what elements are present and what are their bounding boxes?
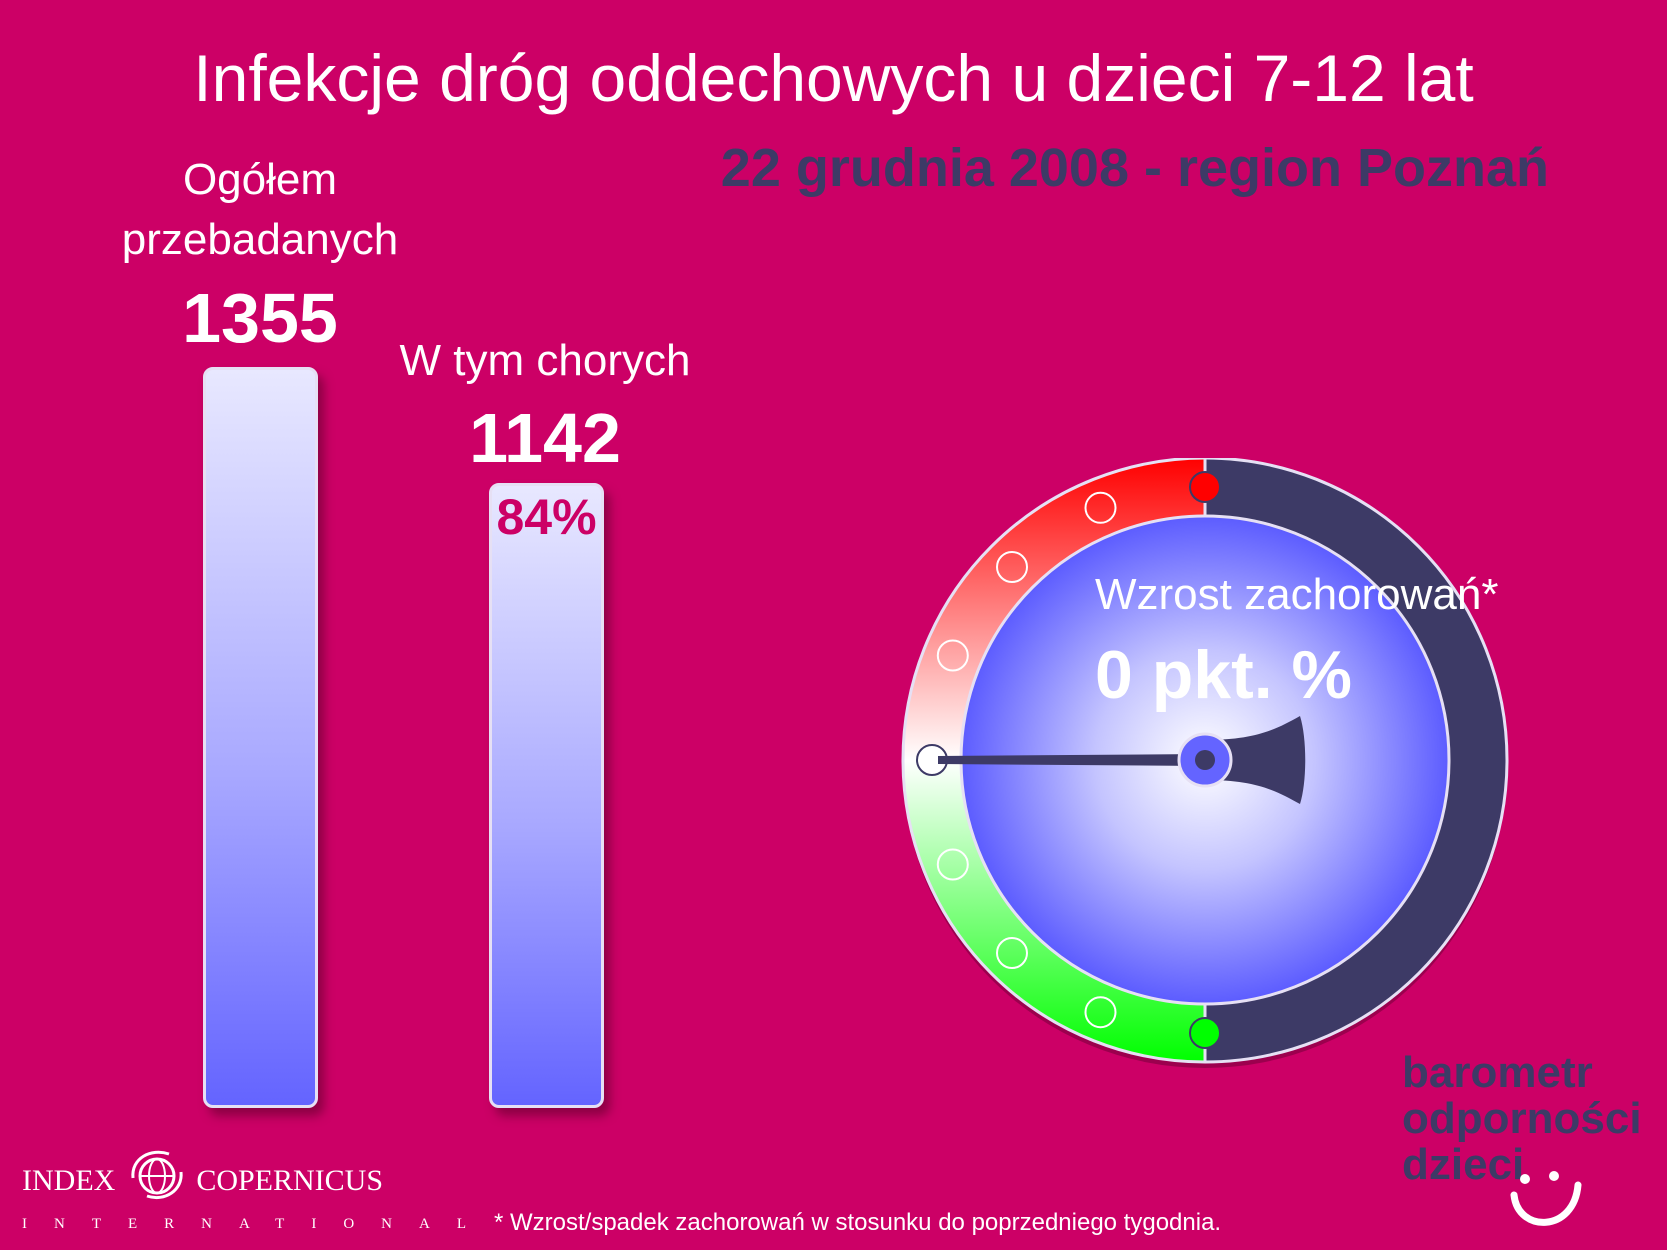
index-copernicus-logo: INDEX COPERNICUS INTERNATIONAL xyxy=(22,1148,493,1233)
gauge-dial xyxy=(901,458,1509,1068)
bar-label-total-line1: Ogółem xyxy=(182,155,338,204)
gauge-rim-dark xyxy=(1205,458,1507,1062)
gauge-tick xyxy=(936,639,969,672)
logo-text-index: INDEX xyxy=(22,1164,116,1197)
brand-line1: barometr xyxy=(1402,1048,1593,1097)
logo-text-international: INTERNATIONAL xyxy=(22,1216,493,1232)
bar-label-total-line2: przebadanych xyxy=(121,215,399,264)
bar-label-sick: W tym chorych xyxy=(399,336,691,385)
gauge-rim-scale xyxy=(903,458,1205,1062)
gauge-tick xyxy=(1189,471,1221,503)
smiley-icon xyxy=(1510,1171,1582,1226)
page-title: Infekcje dróg oddechowych u dzieci 7-12 … xyxy=(193,41,1474,115)
gauge-tick xyxy=(1189,1017,1221,1049)
gauge-tick xyxy=(1084,491,1117,524)
gauge-tick xyxy=(936,848,969,881)
bar-value-sick: 1142 xyxy=(469,399,621,477)
gauge-tick xyxy=(996,551,1028,583)
bar-total xyxy=(203,367,318,1108)
gauge-tick xyxy=(996,937,1028,969)
page-subtitle: 22 grudnia 2008 - region Poznań xyxy=(720,138,1549,198)
gauge-needle xyxy=(938,716,1306,804)
gauge-tick xyxy=(1084,996,1117,1029)
brand-line2: odporności xyxy=(1402,1094,1642,1143)
logo-text-copernicus: COPERNICUS xyxy=(196,1164,384,1197)
footnote: * Wzrost/spadek zachorowań w stosunku do… xyxy=(494,1209,1222,1236)
gauge-value: 0 pkt. % xyxy=(1095,637,1352,713)
bar-value-total: 1355 xyxy=(182,279,338,357)
gauge-hub-dot xyxy=(1195,750,1215,770)
brand-line3: dzieci xyxy=(1402,1140,1525,1189)
bar-sick xyxy=(489,483,604,1108)
globe-swirl-icon xyxy=(131,1150,183,1199)
barometr-logo: barometr odporności dzieci xyxy=(1402,1050,1642,1188)
gauge-label: Wzrost zachorowań* xyxy=(1095,570,1499,619)
gauge-ticks xyxy=(916,471,1221,1049)
bar-percent-label: 84% xyxy=(496,489,597,546)
bar-label-total: Ogółem przebadanych xyxy=(80,150,440,270)
